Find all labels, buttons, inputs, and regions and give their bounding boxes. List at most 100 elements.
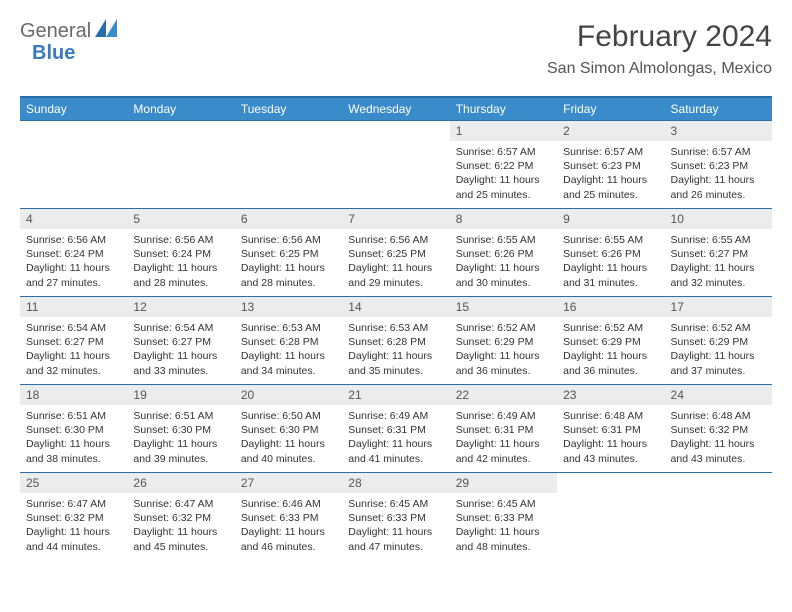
calendar-table: SundayMondayTuesdayWednesdayThursdayFrid… [20, 96, 772, 561]
logo-icon [95, 19, 117, 42]
day-info: Sunrise: 6:49 AMSunset: 6:31 PMDaylight:… [450, 405, 557, 470]
calendar-cell: 26Sunrise: 6:47 AMSunset: 6:32 PMDayligh… [127, 473, 234, 561]
calendar-cell: 11Sunrise: 6:54 AMSunset: 6:27 PMDayligh… [20, 297, 127, 385]
day-info: Sunrise: 6:57 AMSunset: 6:23 PMDaylight:… [557, 141, 664, 206]
calendar-cell: 20Sunrise: 6:50 AMSunset: 6:30 PMDayligh… [235, 385, 342, 473]
day-info: Sunrise: 6:52 AMSunset: 6:29 PMDaylight:… [665, 317, 772, 382]
calendar-cell: 14Sunrise: 6:53 AMSunset: 6:28 PMDayligh… [342, 297, 449, 385]
calendar-cell: 16Sunrise: 6:52 AMSunset: 6:29 PMDayligh… [557, 297, 664, 385]
day-info: Sunrise: 6:51 AMSunset: 6:30 PMDaylight:… [20, 405, 127, 470]
day-number: 15 [450, 297, 557, 317]
calendar-cell: 18Sunrise: 6:51 AMSunset: 6:30 PMDayligh… [20, 385, 127, 473]
calendar-body: 1Sunrise: 6:57 AMSunset: 6:22 PMDaylight… [20, 121, 772, 561]
day-number: 26 [127, 473, 234, 493]
calendar-cell: 25Sunrise: 6:47 AMSunset: 6:32 PMDayligh… [20, 473, 127, 561]
calendar-row: 1Sunrise: 6:57 AMSunset: 6:22 PMDaylight… [20, 121, 772, 209]
logo: General [20, 20, 119, 43]
location: San Simon Almolongas, Mexico [547, 60, 772, 78]
calendar-row: 4Sunrise: 6:56 AMSunset: 6:24 PMDaylight… [20, 209, 772, 297]
day-info: Sunrise: 6:55 AMSunset: 6:26 PMDaylight:… [450, 229, 557, 294]
day-number: 4 [20, 209, 127, 229]
day-info: Sunrise: 6:53 AMSunset: 6:28 PMDaylight:… [342, 317, 449, 382]
weekday-header: Friday [557, 97, 664, 121]
day-info: Sunrise: 6:56 AMSunset: 6:24 PMDaylight:… [127, 229, 234, 294]
day-info: Sunrise: 6:51 AMSunset: 6:30 PMDaylight:… [127, 405, 234, 470]
day-number: 13 [235, 297, 342, 317]
logo-text-blue: Blue [32, 42, 75, 64]
day-info: Sunrise: 6:57 AMSunset: 6:22 PMDaylight:… [450, 141, 557, 206]
day-number: 2 [557, 121, 664, 141]
day-number: 25 [20, 473, 127, 493]
calendar-cell: 4Sunrise: 6:56 AMSunset: 6:24 PMDaylight… [20, 209, 127, 297]
calendar-row: 11Sunrise: 6:54 AMSunset: 6:27 PMDayligh… [20, 297, 772, 385]
day-info: Sunrise: 6:52 AMSunset: 6:29 PMDaylight:… [450, 317, 557, 382]
weekday-header: Wednesday [342, 97, 449, 121]
day-info: Sunrise: 6:56 AMSunset: 6:25 PMDaylight:… [342, 229, 449, 294]
calendar-cell: 21Sunrise: 6:49 AMSunset: 6:31 PMDayligh… [342, 385, 449, 473]
calendar-cell: 24Sunrise: 6:48 AMSunset: 6:32 PMDayligh… [665, 385, 772, 473]
day-number: 23 [557, 385, 664, 405]
day-number: 28 [342, 473, 449, 493]
calendar-cell: 27Sunrise: 6:46 AMSunset: 6:33 PMDayligh… [235, 473, 342, 561]
calendar-cell: 15Sunrise: 6:52 AMSunset: 6:29 PMDayligh… [450, 297, 557, 385]
day-number: 6 [235, 209, 342, 229]
calendar-cell [20, 121, 127, 209]
day-number: 17 [665, 297, 772, 317]
calendar-cell: 10Sunrise: 6:55 AMSunset: 6:27 PMDayligh… [665, 209, 772, 297]
day-info: Sunrise: 6:54 AMSunset: 6:27 PMDaylight:… [127, 317, 234, 382]
day-number: 14 [342, 297, 449, 317]
day-number: 3 [665, 121, 772, 141]
day-info: Sunrise: 6:45 AMSunset: 6:33 PMDaylight:… [342, 493, 449, 558]
day-info: Sunrise: 6:47 AMSunset: 6:32 PMDaylight:… [127, 493, 234, 558]
day-number: 16 [557, 297, 664, 317]
calendar-cell [342, 121, 449, 209]
header: General February 2024 San Simon Almolong… [20, 20, 772, 78]
calendar-cell [127, 121, 234, 209]
day-number: 27 [235, 473, 342, 493]
day-info: Sunrise: 6:49 AMSunset: 6:31 PMDaylight:… [342, 405, 449, 470]
calendar-cell: 22Sunrise: 6:49 AMSunset: 6:31 PMDayligh… [450, 385, 557, 473]
calendar-cell: 23Sunrise: 6:48 AMSunset: 6:31 PMDayligh… [557, 385, 664, 473]
day-number: 11 [20, 297, 127, 317]
weekday-header: Tuesday [235, 97, 342, 121]
weekday-header: Thursday [450, 97, 557, 121]
calendar-cell: 7Sunrise: 6:56 AMSunset: 6:25 PMDaylight… [342, 209, 449, 297]
weekday-header: Saturday [665, 97, 772, 121]
logo-text-general: General [20, 20, 91, 43]
day-number: 1 [450, 121, 557, 141]
day-info: Sunrise: 6:56 AMSunset: 6:25 PMDaylight:… [235, 229, 342, 294]
day-number: 8 [450, 209, 557, 229]
day-number: 21 [342, 385, 449, 405]
calendar-cell: 8Sunrise: 6:55 AMSunset: 6:26 PMDaylight… [450, 209, 557, 297]
day-info: Sunrise: 6:56 AMSunset: 6:24 PMDaylight:… [20, 229, 127, 294]
calendar-cell [557, 473, 664, 561]
day-info: Sunrise: 6:46 AMSunset: 6:33 PMDaylight:… [235, 493, 342, 558]
day-info: Sunrise: 6:55 AMSunset: 6:27 PMDaylight:… [665, 229, 772, 294]
day-info: Sunrise: 6:55 AMSunset: 6:26 PMDaylight:… [557, 229, 664, 294]
day-info: Sunrise: 6:54 AMSunset: 6:27 PMDaylight:… [20, 317, 127, 382]
calendar-cell: 5Sunrise: 6:56 AMSunset: 6:24 PMDaylight… [127, 209, 234, 297]
calendar-cell: 13Sunrise: 6:53 AMSunset: 6:28 PMDayligh… [235, 297, 342, 385]
day-info: Sunrise: 6:57 AMSunset: 6:23 PMDaylight:… [665, 141, 772, 206]
day-info: Sunrise: 6:48 AMSunset: 6:31 PMDaylight:… [557, 405, 664, 470]
calendar-head: SundayMondayTuesdayWednesdayThursdayFrid… [20, 97, 772, 121]
calendar-cell [235, 121, 342, 209]
day-info: Sunrise: 6:48 AMSunset: 6:32 PMDaylight:… [665, 405, 772, 470]
calendar-cell: 28Sunrise: 6:45 AMSunset: 6:33 PMDayligh… [342, 473, 449, 561]
title-block: February 2024 San Simon Almolongas, Mexi… [547, 20, 772, 78]
day-number: 20 [235, 385, 342, 405]
day-number: 5 [127, 209, 234, 229]
calendar-cell: 1Sunrise: 6:57 AMSunset: 6:22 PMDaylight… [450, 121, 557, 209]
calendar-cell: 3Sunrise: 6:57 AMSunset: 6:23 PMDaylight… [665, 121, 772, 209]
day-info: Sunrise: 6:47 AMSunset: 6:32 PMDaylight:… [20, 493, 127, 558]
day-info: Sunrise: 6:45 AMSunset: 6:33 PMDaylight:… [450, 493, 557, 558]
day-number: 29 [450, 473, 557, 493]
calendar-cell: 2Sunrise: 6:57 AMSunset: 6:23 PMDaylight… [557, 121, 664, 209]
day-number: 12 [127, 297, 234, 317]
calendar-cell: 19Sunrise: 6:51 AMSunset: 6:30 PMDayligh… [127, 385, 234, 473]
day-info: Sunrise: 6:52 AMSunset: 6:29 PMDaylight:… [557, 317, 664, 382]
day-number: 24 [665, 385, 772, 405]
calendar-cell: 29Sunrise: 6:45 AMSunset: 6:33 PMDayligh… [450, 473, 557, 561]
calendar-row: 18Sunrise: 6:51 AMSunset: 6:30 PMDayligh… [20, 385, 772, 473]
weekday-header: Monday [127, 97, 234, 121]
